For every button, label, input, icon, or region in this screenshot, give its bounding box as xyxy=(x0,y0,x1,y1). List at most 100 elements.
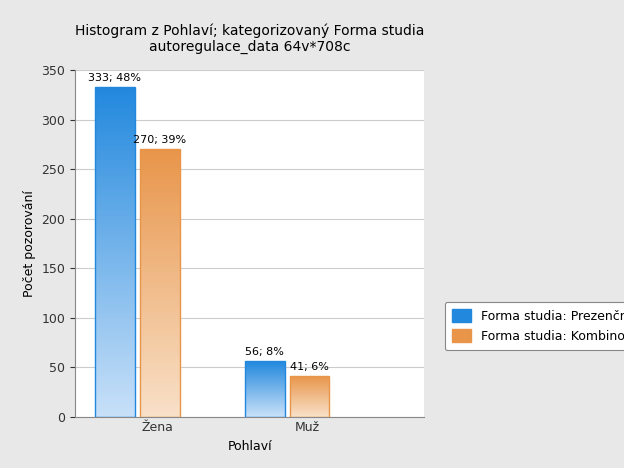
Bar xyxy=(95,336,135,337)
Bar xyxy=(95,290,135,291)
Bar xyxy=(95,90,135,92)
Bar xyxy=(95,301,135,303)
Bar xyxy=(95,255,135,257)
Bar xyxy=(95,169,135,171)
Bar xyxy=(140,414,180,415)
Bar xyxy=(95,321,135,322)
Bar xyxy=(95,87,135,88)
Bar xyxy=(140,368,180,370)
Bar xyxy=(140,193,180,195)
Bar xyxy=(140,299,180,300)
Bar xyxy=(140,374,180,375)
Bar xyxy=(140,352,180,354)
Bar xyxy=(140,316,180,318)
Bar xyxy=(140,379,180,380)
Bar xyxy=(95,140,135,141)
Bar xyxy=(95,373,135,375)
Bar xyxy=(95,377,135,379)
Bar xyxy=(245,361,285,417)
Bar xyxy=(95,179,135,181)
Bar xyxy=(95,247,135,249)
Bar xyxy=(140,244,180,246)
Bar xyxy=(95,349,135,351)
Bar xyxy=(95,178,135,179)
Bar xyxy=(95,382,135,384)
Bar xyxy=(95,260,135,262)
Bar xyxy=(95,217,135,219)
Bar xyxy=(95,352,135,354)
Bar xyxy=(140,322,180,323)
Bar xyxy=(95,263,135,265)
Bar xyxy=(140,223,180,224)
Bar xyxy=(95,309,135,311)
Bar xyxy=(140,232,180,234)
Bar xyxy=(140,280,180,282)
Bar xyxy=(140,284,180,285)
Bar xyxy=(140,256,180,257)
Bar xyxy=(140,188,180,190)
Bar xyxy=(140,254,180,255)
Bar xyxy=(140,387,180,388)
Bar xyxy=(95,171,135,173)
Bar xyxy=(95,122,135,123)
Bar xyxy=(95,117,135,118)
Bar xyxy=(95,191,135,192)
Bar xyxy=(95,341,135,343)
Bar xyxy=(140,183,180,184)
Bar xyxy=(95,258,135,260)
Bar xyxy=(95,407,135,408)
Bar xyxy=(140,205,180,207)
Bar xyxy=(140,176,180,177)
Bar xyxy=(140,187,180,188)
Bar xyxy=(95,245,135,247)
Bar xyxy=(95,275,135,277)
Bar xyxy=(95,291,135,293)
Bar xyxy=(95,367,135,369)
Bar xyxy=(140,226,180,227)
Bar xyxy=(95,209,135,211)
Bar xyxy=(140,346,180,347)
Bar xyxy=(140,180,180,182)
Bar xyxy=(140,172,180,174)
Bar xyxy=(140,249,180,251)
Bar xyxy=(95,267,135,268)
Bar xyxy=(95,164,135,166)
Bar xyxy=(140,409,180,410)
Bar xyxy=(140,391,180,393)
Bar xyxy=(95,100,135,102)
Bar xyxy=(140,355,180,357)
Bar xyxy=(95,305,135,306)
Bar xyxy=(95,107,135,109)
Bar xyxy=(95,280,135,281)
Bar xyxy=(140,282,180,283)
Bar xyxy=(140,383,180,384)
Text: Histogram z Pohlaví; kategorizovaný Forma studia
autoregulace_data 64v*708c: Histogram z Pohlaví; kategorizovaný Form… xyxy=(75,23,424,54)
Bar xyxy=(95,379,135,380)
Bar xyxy=(140,290,180,291)
Bar xyxy=(140,167,180,168)
Bar xyxy=(140,310,180,311)
Bar xyxy=(140,285,180,287)
Bar xyxy=(140,276,180,278)
Bar xyxy=(95,372,135,373)
Bar xyxy=(140,154,180,155)
Bar xyxy=(95,298,135,300)
Bar xyxy=(95,150,135,151)
Bar xyxy=(95,188,135,189)
Bar xyxy=(95,146,135,148)
Bar xyxy=(140,151,180,152)
Bar xyxy=(95,219,135,220)
Bar xyxy=(95,257,135,258)
Bar xyxy=(140,403,180,404)
Bar xyxy=(140,197,180,199)
Bar xyxy=(95,216,135,217)
Bar xyxy=(95,97,135,99)
Bar xyxy=(140,221,180,223)
Bar xyxy=(95,249,135,250)
Bar xyxy=(95,286,135,288)
Bar xyxy=(140,296,180,298)
Bar xyxy=(95,232,135,234)
Bar xyxy=(95,202,135,204)
Bar xyxy=(95,277,135,278)
Bar xyxy=(140,366,180,367)
